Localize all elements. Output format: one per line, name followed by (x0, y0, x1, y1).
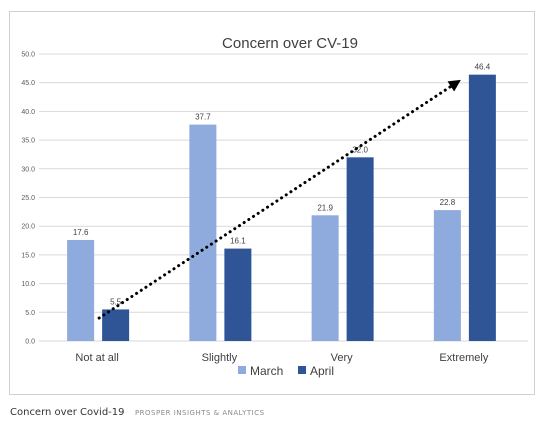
legend-swatch-march (238, 366, 246, 374)
x-category-label: Very (331, 352, 354, 364)
y-tick-label: 10.0 (21, 281, 35, 288)
data-label: 32.0 (352, 145, 368, 154)
x-category-label: Slightly (202, 352, 238, 364)
data-label: 17.6 (73, 228, 89, 237)
x-axis-categories: Not at all Slightly Very Extremely (75, 352, 488, 364)
bar-march-very (311, 215, 339, 341)
data-label: 22.8 (440, 198, 456, 207)
data-label: 46.4 (475, 63, 491, 72)
legend-label-april: April (310, 364, 334, 378)
data-label: 21.9 (317, 203, 333, 212)
bar-chart: Concern over CV-19 0.0 5.0 10.0 15.0 20.0 25.… (21, 35, 528, 378)
bar-march-not-at-all (67, 239, 95, 341)
y-axis-ticks: 0.0 5.0 10.0 15.0 20.0 25.0 30.0 35.0 40.0 45.0 50… (21, 52, 35, 346)
bar-march-slightly (189, 124, 217, 342)
chart-frame: Concern over CV-19 0.0 5.0 10.0 15.0 20.0 25.… (9, 11, 535, 395)
bar-april-not-at-all (102, 309, 130, 341)
legend: March April (238, 364, 334, 378)
y-tick-label: 20.0 (21, 224, 35, 231)
x-category-label: Extremely (439, 352, 488, 364)
trend-arrow-head (447, 79, 461, 92)
y-tick-label: 35.0 (21, 138, 35, 145)
bars (67, 74, 496, 342)
data-labels: 17.6 37.7 21.9 22.8 5.5 16.1 32.0 46.4 (73, 63, 491, 307)
legend-swatch-april (298, 366, 306, 374)
bar-april-slightly (224, 248, 252, 341)
y-tick-label: 40.0 (21, 109, 35, 116)
y-tick-label: 15.0 (21, 252, 35, 259)
data-label: 5.5 (110, 297, 122, 306)
y-tick-label: 45.0 (21, 80, 35, 87)
bar-april-very (346, 157, 374, 341)
y-tick-label: 25.0 (21, 195, 35, 202)
caption: Concern over Covid-19 PROSPER INSIGHTS &… (10, 404, 265, 420)
data-label: 16.1 (230, 237, 246, 246)
y-tick-label: 5.0 (25, 310, 35, 317)
trend-arrow (97, 79, 461, 320)
x-category-label: Not at all (75, 352, 118, 364)
y-tick-label: 50.0 (21, 52, 35, 59)
data-label: 37.7 (195, 113, 211, 122)
caption-title: Concern over Covid-19 (10, 407, 125, 418)
legend-label-march: March (250, 364, 283, 378)
y-tick-label: 0.0 (25, 339, 35, 346)
caption-credit: PROSPER INSIGHTS & ANALYTICS (134, 409, 265, 417)
bar-march-extremely (433, 210, 461, 341)
chart-title: Concern over CV-19 (222, 35, 358, 52)
bar-april-extremely (468, 74, 496, 341)
y-tick-label: 30.0 (21, 166, 35, 173)
